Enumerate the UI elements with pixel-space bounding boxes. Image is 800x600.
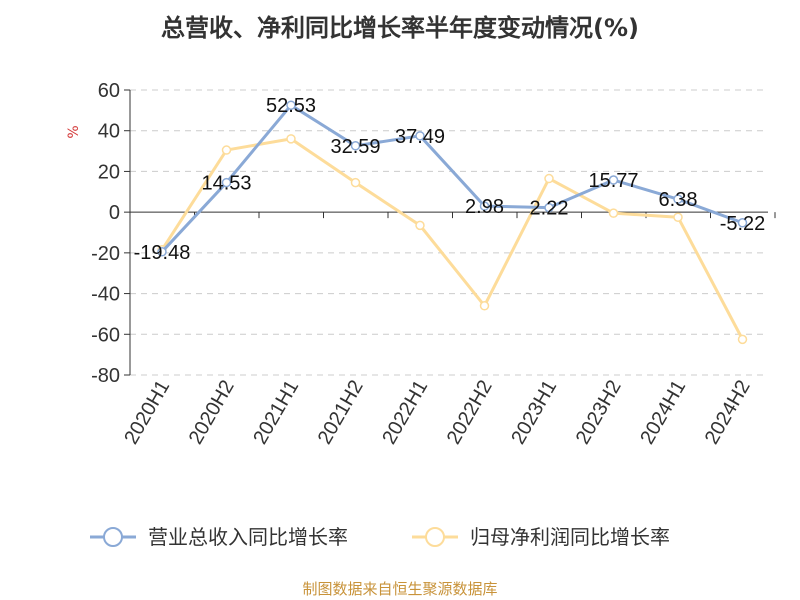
y-tick-label: -60 [91, 324, 120, 346]
data-label: 6.38 [659, 189, 698, 211]
y-tick-label: -80 [91, 365, 120, 387]
y-tick-label: -40 [91, 284, 120, 306]
x-tick-label: 2020H2 [185, 377, 239, 449]
y-axis-label: % [66, 125, 82, 138]
x-tick-label: 2024H1 [636, 377, 690, 449]
y-tick-label: 40 [98, 121, 120, 143]
x-axis: 2020H1 2020H2 2021H1 2021H2 2022H1 2022H2 2023… [120, 211, 776, 449]
data-point[interactable] [479, 301, 490, 311]
x-tick-label: 2021H1 [249, 377, 303, 449]
y-tick-label: 0 [109, 202, 120, 224]
legend-item-label[interactable]: 营业总收入同比增长率 [148, 525, 348, 549]
data-point[interactable] [415, 131, 425, 141]
series-line [160, 103, 744, 253]
data-label: -19.48 [134, 242, 191, 264]
legend-marker [425, 527, 445, 547]
x-tick-label: 2023H1 [507, 377, 561, 449]
source-note: 制图数据来自恒生聚源数据库 [302, 580, 498, 598]
x-tick-label: 2022H1 [378, 377, 432, 449]
data-point[interactable] [286, 134, 296, 144]
y-tick-label: 60 [98, 80, 120, 102]
data-point[interactable] [608, 208, 619, 218]
data-point[interactable] [350, 177, 361, 188]
data-label: 52.53 [266, 95, 316, 117]
y-tick-label: -20 [91, 243, 120, 265]
data-point[interactable] [286, 100, 296, 110]
data-label: 37.49 [395, 126, 445, 148]
data-point[interactable] [608, 175, 619, 185]
x-tick-label: 2021H2 [314, 377, 368, 449]
data-point[interactable] [479, 201, 490, 211]
chart-title: 总营收、净利同比增长率半年度变动情况(%) [161, 14, 639, 42]
series-lines [157, 100, 748, 345]
data-point[interactable] [221, 145, 232, 155]
data-point[interactable] [737, 334, 748, 345]
data-label: 32.59 [330, 136, 380, 158]
data-point[interactable] [415, 220, 425, 231]
x-tick-label: 2023H2 [572, 377, 626, 449]
x-tick-label: 2022H2 [443, 377, 497, 449]
data-point[interactable] [544, 202, 554, 213]
data-label: 14.53 [201, 173, 251, 195]
legend[interactable]: 营业总收入同比增长率 归母净利润同比增长率 [90, 525, 670, 549]
data-label: 15.77 [588, 170, 638, 192]
data-label: 2.22 [530, 198, 569, 220]
grid-lines [130, 89, 768, 376]
legend-marker [103, 527, 123, 547]
data-point[interactable] [350, 141, 361, 151]
data-point[interactable] [737, 218, 748, 228]
x-tick-label: 2020H1 [120, 377, 174, 449]
data-labels: -19.48 14.53 52.53 32.59 37.49 2.98 2.22 15.77 6… [134, 95, 766, 264]
data-label: 2.98 [465, 196, 504, 218]
legend-item-label[interactable]: 归母净利润同比增长率 [470, 525, 670, 549]
data-point[interactable] [673, 194, 683, 204]
y-axis: 60 40 20 0 -20 -40 -60 -80 [91, 80, 131, 387]
data-label: -5.22 [720, 213, 766, 235]
x-tick-label: 2024H2 [701, 377, 755, 449]
data-point[interactable] [544, 173, 554, 184]
data-point[interactable] [221, 177, 232, 188]
y-tick-label: 20 [98, 161, 120, 183]
data-point[interactable] [157, 247, 167, 257]
data-point[interactable] [673, 212, 683, 222]
